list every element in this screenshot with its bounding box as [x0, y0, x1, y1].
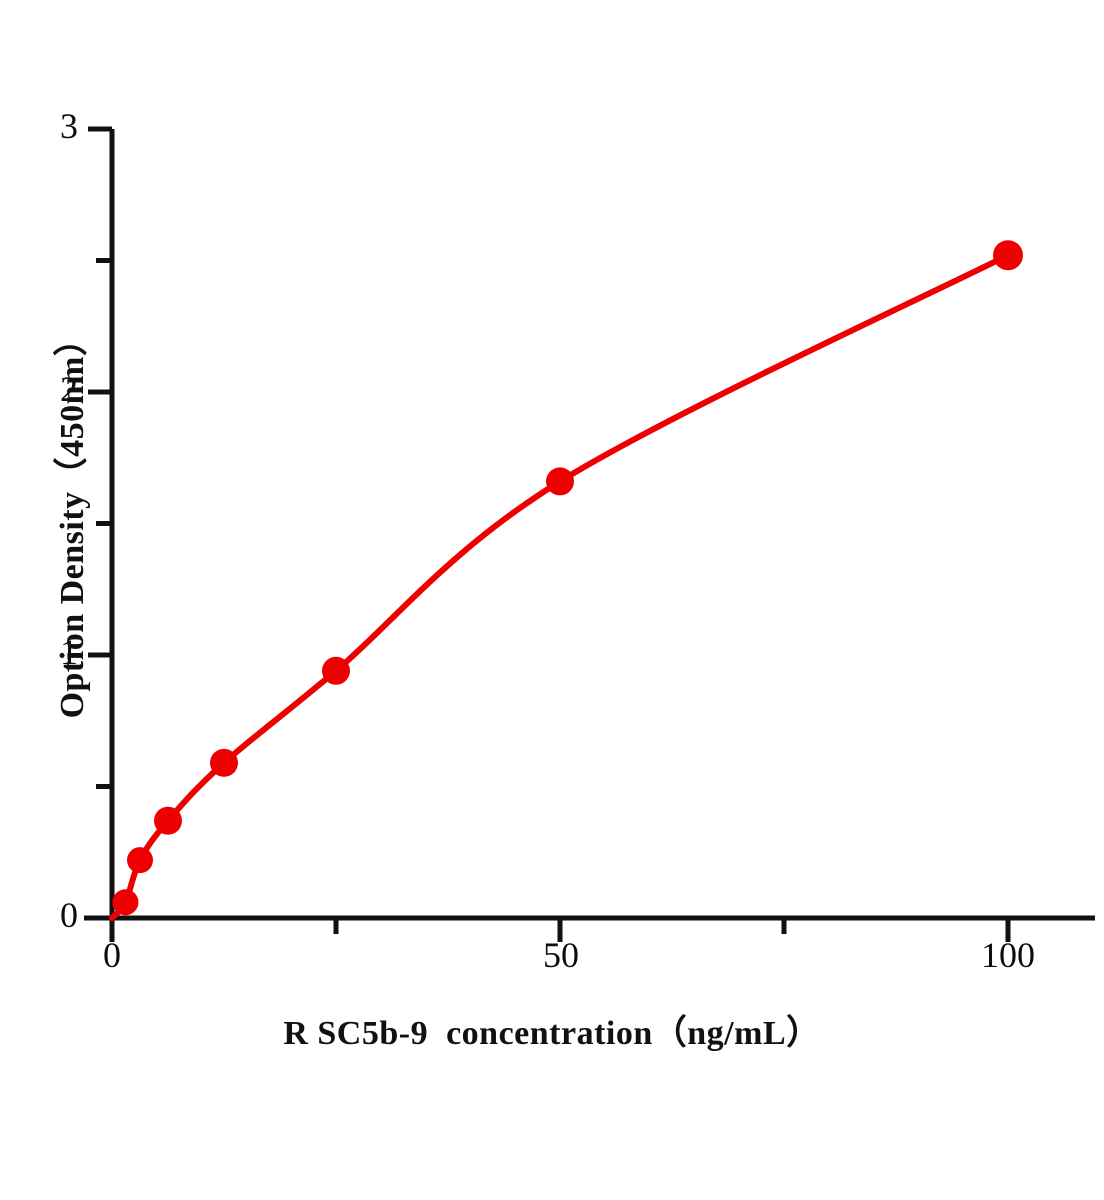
y-axis-title: Option Density（450nm）: [54, 321, 91, 719]
y-tick-label-0: 0: [60, 895, 78, 935]
data-point: [546, 467, 574, 496]
x-tick-label-100: 100: [981, 935, 1035, 975]
data-point: [112, 889, 139, 916]
data-point: [993, 240, 1023, 271]
data-point: [127, 847, 153, 874]
y-tick-label-1: 1: [60, 632, 78, 672]
data-point: [154, 806, 182, 835]
axes-group: [84, 126, 1095, 942]
y-tick-label-2: 2: [60, 369, 78, 409]
data-point: [322, 656, 350, 685]
data-series-group: [109, 240, 1023, 921]
x-tick-label-0: 0: [103, 935, 121, 975]
data-point: [210, 748, 238, 777]
x-axis-title: R SC5b-9 concentration（ng/mL）: [283, 1015, 821, 1052]
series-line-0: [109, 252, 1011, 921]
x-tick-label-50: 50: [543, 935, 579, 975]
y-tick-label-3: 3: [60, 106, 78, 146]
